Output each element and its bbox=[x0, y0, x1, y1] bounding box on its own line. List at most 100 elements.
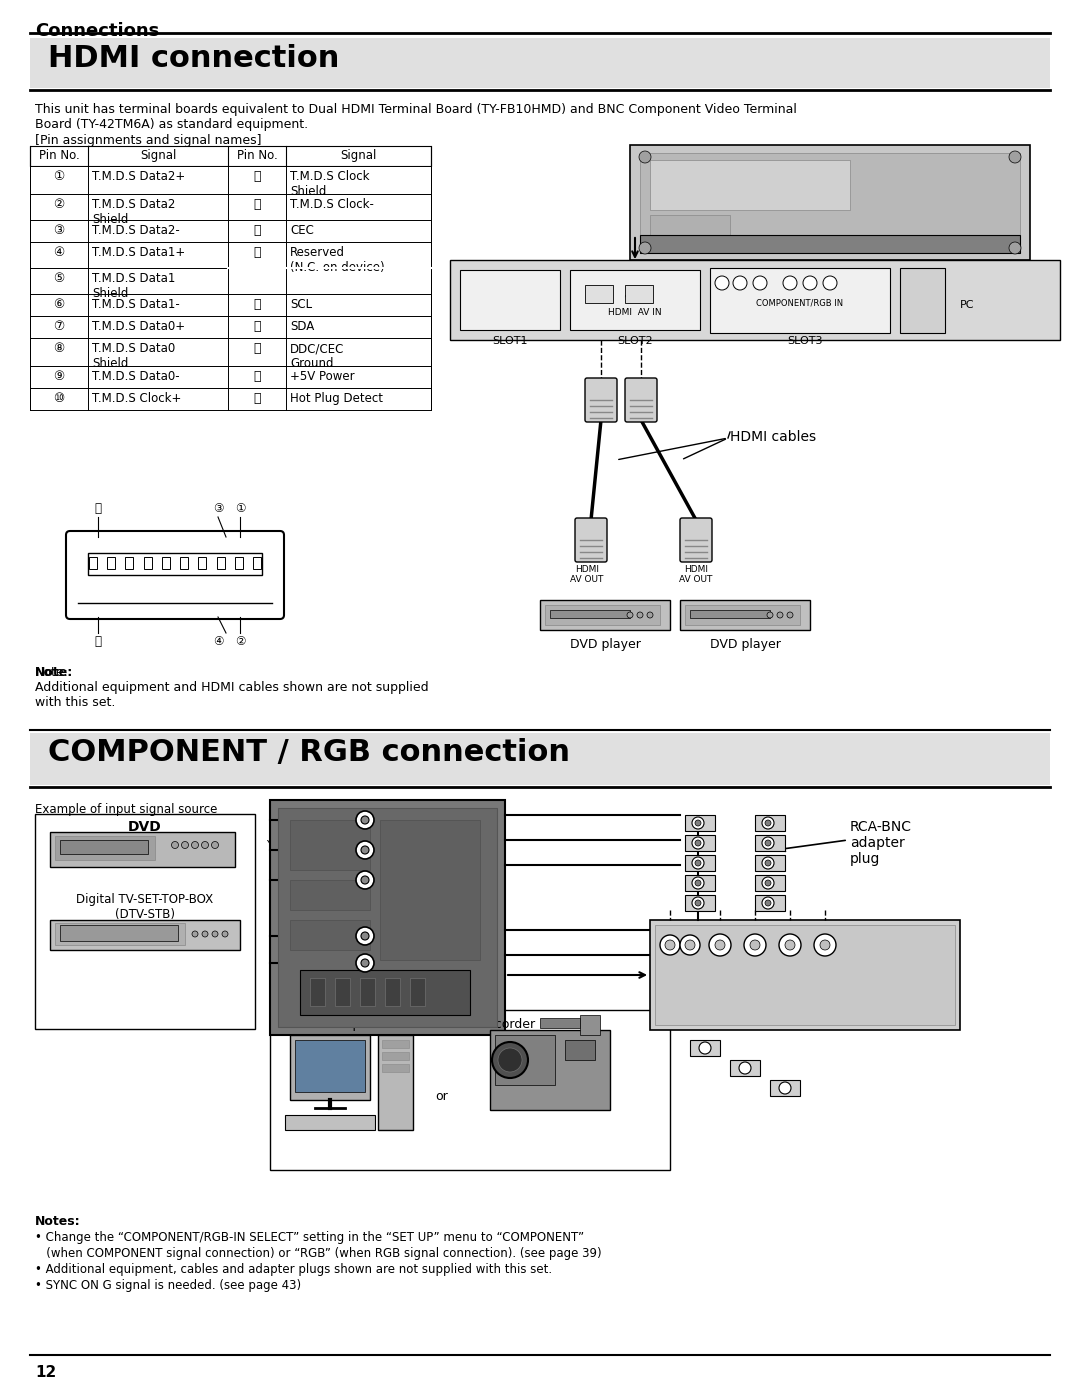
Bar bbox=[625, 285, 653, 303]
Circle shape bbox=[696, 880, 701, 886]
Text: ①: ① bbox=[234, 502, 245, 515]
Circle shape bbox=[1009, 242, 1021, 254]
Circle shape bbox=[191, 841, 199, 848]
Text: COMPONENT / RGB connection: COMPONENT / RGB connection bbox=[48, 738, 570, 767]
Text: ⑱: ⑱ bbox=[253, 370, 260, 383]
Circle shape bbox=[765, 840, 771, 847]
Text: HDMI
AV OUT: HDMI AV OUT bbox=[570, 564, 604, 584]
Circle shape bbox=[762, 877, 774, 888]
Circle shape bbox=[685, 940, 696, 950]
Text: PC: PC bbox=[960, 300, 974, 310]
Text: ⑲: ⑲ bbox=[95, 502, 102, 515]
Bar bbox=[680, 599, 810, 630]
Text: HDMI  AV IN: HDMI AV IN bbox=[608, 307, 662, 317]
Bar bbox=[900, 268, 945, 332]
Bar bbox=[30, 166, 431, 194]
Text: (when COMPONENT signal connection) or “RGB” (when RGB signal connection). (see p: (when COMPONENT signal connection) or “R… bbox=[35, 1248, 602, 1260]
Bar bbox=[580, 1016, 600, 1035]
Bar bbox=[199, 557, 206, 569]
Text: ⑪: ⑪ bbox=[253, 170, 260, 183]
Bar bbox=[310, 978, 325, 1006]
Text: ⑫: ⑫ bbox=[253, 198, 260, 211]
Circle shape bbox=[356, 841, 374, 859]
Bar bbox=[144, 557, 151, 569]
Circle shape bbox=[733, 277, 747, 291]
Text: RCA-BNC
adapter
plug: RCA-BNC adapter plug bbox=[850, 820, 912, 866]
Bar bbox=[253, 557, 261, 569]
Text: Note:
Additional equipment and HDMI cables shown are not supplied
with this set.: Note: Additional equipment and HDMI cabl… bbox=[35, 666, 429, 710]
Text: Y: Y bbox=[308, 875, 315, 886]
Circle shape bbox=[692, 837, 704, 849]
Text: or: or bbox=[435, 1090, 448, 1104]
Text: HDMI cables: HDMI cables bbox=[730, 430, 816, 444]
Circle shape bbox=[627, 612, 633, 617]
Bar bbox=[60, 925, 178, 942]
Text: COMPONENT/RGB IN: COMPONENT/RGB IN bbox=[769, 972, 861, 981]
Bar bbox=[30, 147, 431, 166]
Bar bbox=[300, 970, 470, 1016]
Circle shape bbox=[696, 820, 701, 826]
Bar bbox=[460, 270, 561, 330]
Bar bbox=[640, 154, 1020, 251]
Text: ④: ④ bbox=[213, 636, 224, 648]
Circle shape bbox=[779, 935, 801, 956]
Text: Reserved
(N.C. on device): Reserved (N.C. on device) bbox=[291, 246, 384, 274]
Circle shape bbox=[212, 841, 218, 848]
Text: ③: ③ bbox=[53, 224, 65, 237]
Bar bbox=[55, 923, 185, 944]
Bar bbox=[107, 557, 116, 569]
Text: ⑭: ⑭ bbox=[253, 246, 260, 258]
Text: T.M.D.S Data1
Shield: T.M.D.S Data1 Shield bbox=[92, 272, 175, 300]
Bar bbox=[30, 733, 1050, 785]
Circle shape bbox=[739, 1062, 751, 1074]
Bar bbox=[291, 820, 370, 870]
Bar bbox=[450, 260, 1059, 339]
Bar bbox=[50, 921, 240, 950]
Bar bbox=[654, 925, 955, 1025]
Circle shape bbox=[212, 930, 218, 937]
Text: ⑦: ⑦ bbox=[53, 320, 65, 332]
Text: OUT: OUT bbox=[283, 942, 305, 951]
Bar bbox=[540, 1018, 580, 1028]
Text: ⑤: ⑤ bbox=[53, 272, 65, 285]
Text: T.M.D.S Clock
Shield: T.M.D.S Clock Shield bbox=[291, 170, 369, 198]
Text: • SYNC ON G signal is needed. (see page 43): • SYNC ON G signal is needed. (see page … bbox=[35, 1280, 301, 1292]
Circle shape bbox=[498, 1048, 522, 1071]
Circle shape bbox=[680, 935, 700, 956]
Circle shape bbox=[202, 841, 208, 848]
Bar bbox=[495, 1035, 555, 1085]
Bar bbox=[630, 145, 1030, 260]
Bar bbox=[690, 610, 770, 617]
Bar bbox=[30, 194, 431, 219]
Circle shape bbox=[753, 277, 767, 291]
Text: ②: ② bbox=[53, 198, 65, 211]
Text: Y, Pᴮ, Pᴿ,: Y, Pᴮ, Pᴿ, bbox=[266, 840, 310, 849]
Text: ⑲: ⑲ bbox=[253, 393, 260, 405]
Circle shape bbox=[361, 876, 369, 884]
Bar bbox=[685, 875, 715, 891]
Circle shape bbox=[779, 1083, 791, 1094]
Bar bbox=[640, 235, 1020, 253]
Circle shape bbox=[762, 897, 774, 909]
FancyBboxPatch shape bbox=[680, 518, 712, 562]
Circle shape bbox=[767, 612, 773, 617]
FancyBboxPatch shape bbox=[66, 531, 284, 619]
Bar bbox=[360, 978, 375, 1006]
Circle shape bbox=[181, 841, 189, 848]
FancyBboxPatch shape bbox=[575, 518, 607, 562]
Text: • Change the “COMPONENT/RGB-IN SELECT” setting in the “SET UP” menu to “COMPONEN: • Change the “COMPONENT/RGB-IN SELECT” s… bbox=[35, 1231, 584, 1243]
Circle shape bbox=[777, 612, 783, 617]
Text: Example of input signal source: Example of input signal source bbox=[35, 803, 217, 816]
Bar bbox=[755, 895, 785, 911]
Text: ①: ① bbox=[53, 170, 65, 183]
Circle shape bbox=[172, 841, 178, 848]
Text: This unit has terminal boards equivalent to Dual HDMI Terminal Board (TY-FB10HMD: This unit has terminal boards equivalent… bbox=[35, 103, 797, 131]
FancyBboxPatch shape bbox=[625, 379, 657, 422]
Circle shape bbox=[750, 940, 760, 950]
Circle shape bbox=[222, 930, 228, 937]
Text: SLOT3: SLOT3 bbox=[797, 985, 833, 995]
Text: ②: ② bbox=[234, 636, 245, 648]
Bar bbox=[60, 840, 148, 854]
Bar bbox=[87, 553, 262, 576]
Text: • Additional equipment, cables and adapter plugs shown are not supplied with thi: • Additional equipment, cables and adapt… bbox=[35, 1263, 552, 1275]
